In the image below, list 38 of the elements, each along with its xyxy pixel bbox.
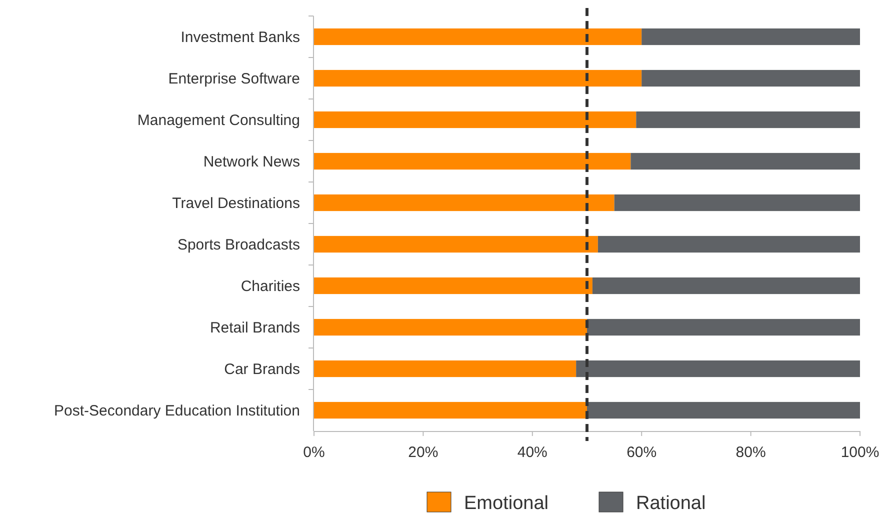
bar xyxy=(614,194,860,212)
bar xyxy=(314,277,592,294)
bar xyxy=(598,236,860,253)
y-tick-label: Enterprise Software xyxy=(168,70,300,88)
bar xyxy=(314,402,587,419)
y-tick-label: Post-Secondary Education Institution xyxy=(54,402,300,420)
y-tick-label: Network News xyxy=(203,154,300,170)
y-tick-label: Retail Brands xyxy=(210,320,300,336)
y-tick-label: Car Brands xyxy=(224,361,300,378)
bar xyxy=(314,152,631,170)
bar xyxy=(314,360,576,378)
x-tick-label: 0% xyxy=(303,444,325,461)
y-tick-label: Charities xyxy=(240,278,300,295)
y-tick-label: Sports Broadcasts xyxy=(177,236,300,254)
bar xyxy=(314,194,614,212)
bar xyxy=(314,70,642,87)
y-tick-label: Travel Destinations xyxy=(172,195,300,212)
bar xyxy=(314,111,636,128)
bar xyxy=(630,152,860,170)
bar xyxy=(636,111,860,128)
bar xyxy=(587,318,860,336)
x-tick-label: 60% xyxy=(626,444,657,461)
y-tick-label: Management Consulting xyxy=(137,112,300,129)
bar xyxy=(576,360,860,378)
bar xyxy=(314,28,642,46)
bar xyxy=(642,70,860,87)
bar xyxy=(642,28,860,46)
x-tick-label: 20% xyxy=(408,444,438,461)
bar xyxy=(592,277,860,294)
legend-label: Rational xyxy=(636,493,706,514)
x-tick-label: 40% xyxy=(517,444,548,461)
x-tick-label: 80% xyxy=(736,444,766,461)
bar xyxy=(587,402,860,419)
x-tick-label: 100% xyxy=(840,444,880,461)
bar xyxy=(314,318,587,336)
legend-label: Emotional xyxy=(464,493,548,514)
bar xyxy=(314,236,598,253)
y-tick-label: Investment Banks xyxy=(180,29,300,46)
